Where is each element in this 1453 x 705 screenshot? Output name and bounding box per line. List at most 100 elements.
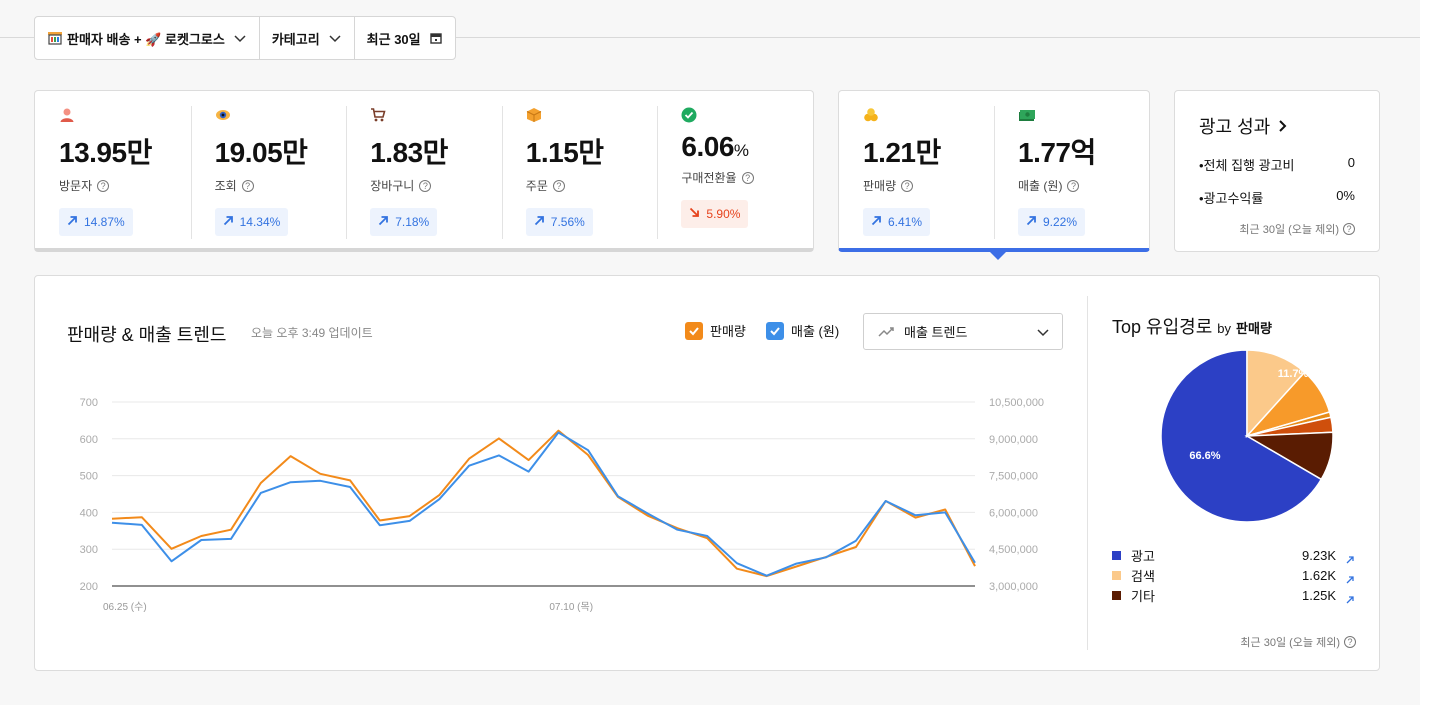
metric-value-text: 6.06: [681, 131, 734, 162]
pie-slice-label: 11.7%: [1278, 368, 1309, 380]
selected-pointer-icon: [990, 252, 1006, 260]
y-left-tick-label: 600: [80, 434, 98, 446]
calendar-icon: [429, 33, 442, 44]
metric-divider: [346, 106, 348, 239]
chevron-right-icon: [1279, 120, 1287, 132]
checkbox-checked-icon: [766, 321, 784, 340]
change-value: 7.18%: [395, 215, 430, 229]
help-icon[interactable]: ?: [241, 179, 254, 192]
eye-icon: [215, 107, 231, 123]
help-icon[interactable]: ?: [741, 171, 754, 184]
y-left-tick-label: 300: [80, 544, 98, 556]
metric-label-text: 장바구니: [370, 179, 415, 193]
metric-value-text: 19.05만: [214, 137, 308, 168]
inflow-legend-row: 검색 1.62K: [1112, 566, 1354, 585]
metric-label-text: 방문자: [59, 179, 93, 193]
legend-swatch: [1112, 571, 1121, 580]
metric-label: 구매전환율?: [681, 169, 813, 186]
metric-label-text: 판매량: [863, 179, 897, 193]
ad-spend-value: 0: [1347, 155, 1355, 170]
y-right-tick-label: 7,500,000: [989, 471, 1038, 483]
change-value: 14.34%: [239, 215, 281, 229]
help-icon[interactable]: ?: [97, 179, 110, 192]
metric-label: 주문?: [526, 177, 658, 194]
ad-performance-link[interactable]: 광고 성과: [1199, 113, 1379, 139]
trend-title: 판매량 & 매출 트렌드: [67, 325, 227, 345]
arrow-up-right-icon[interactable]: [1346, 592, 1354, 603]
pie-slice[interactable]: [1160, 349, 1323, 523]
top-inflow-pie-chart: 11.7% 66.6%: [1160, 349, 1334, 523]
period-filter-button[interactable]: 최근 30일: [355, 17, 455, 59]
shipping-filter-label: 판매자 배송 + 🚀 로켓그로스: [67, 31, 225, 47]
metric-value: 1.77억: [1018, 131, 1149, 171]
metric-label: 판매량?: [863, 177, 994, 194]
help-icon[interactable]: ?: [901, 179, 914, 192]
metric-label: 장바구니?: [370, 177, 502, 194]
pie-slice[interactable]: [1244, 431, 1334, 481]
category-filter-dropdown[interactable]: 카테고리: [260, 17, 355, 59]
top-divider: [0, 37, 1420, 38]
help-icon[interactable]: ?: [1344, 636, 1356, 648]
metric-value: 1.15만: [526, 131, 658, 171]
change-badge: 9.22%: [1018, 208, 1086, 236]
inflow-note-text: 최근 30일 (오늘 제외): [1240, 637, 1340, 649]
person-icon: [59, 107, 75, 123]
help-icon[interactable]: ?: [1067, 179, 1080, 192]
inflow-note: 최근 30일 (오늘 제외) ?: [1240, 634, 1356, 650]
y-left-tick-label: 200: [80, 581, 98, 593]
legend-swatch: [1112, 551, 1121, 560]
inflow-value: 1.62K: [1302, 568, 1336, 583]
arrow-up-right-icon: [67, 215, 78, 229]
arrow-up-right-icon[interactable]: [1346, 572, 1354, 583]
chevron-down-icon: [234, 35, 246, 43]
category-filter-label: 카테고리: [271, 31, 320, 47]
ad-spend-row: •전체 집행 광고비 0: [1199, 155, 1355, 174]
top-inflow-by: by: [1217, 321, 1232, 336]
metric-value: 1.83만: [370, 131, 502, 171]
coins-icon: [863, 107, 879, 123]
metric-divider: [994, 106, 995, 239]
arrow-up-right-icon: [534, 215, 545, 229]
change-value: 9.22%: [1043, 215, 1078, 229]
inflow-legend-row: 광고 9.23K: [1112, 546, 1354, 565]
pie-slice-label: 66.6%: [1189, 450, 1220, 462]
trend-type-select[interactable]: 매출 트렌드: [863, 313, 1063, 350]
period-filter-label: 최근 30일: [366, 31, 421, 47]
help-icon[interactable]: ?: [419, 179, 432, 192]
top-inflow-title: Top 유입경로 by 판매량: [1112, 313, 1272, 339]
y-right-tick-label: 6,000,000: [989, 507, 1038, 519]
metric-label-text: 구매전환율: [681, 171, 737, 185]
cart-icon: [370, 107, 386, 123]
revenue-legend-label: 매출 (원): [791, 324, 840, 339]
metric-divider: [190, 106, 192, 239]
ad-spend-label: •전체 집행 광고비: [1199, 158, 1295, 173]
metric-label-text: 매출 (원): [1018, 179, 1063, 193]
metric-value-text: 13.95만: [59, 137, 152, 168]
y-right-tick-label: 10,500,000: [989, 397, 1044, 409]
change-value: 6.41%: [888, 215, 923, 229]
help-icon[interactable]: ?: [1343, 223, 1355, 235]
top-inflow-title-text: Top 유입경로: [1112, 317, 1213, 337]
trend-updated: 오늘 오후 3:49 업데이트: [251, 326, 373, 340]
revenue-legend-checkbox[interactable]: 매출 (원): [766, 321, 839, 340]
pie-slice[interactable]: [1246, 349, 1306, 438]
sales-metrics-card[interactable]: 1.21만 판매량? 6.41% 1.77억 매출 (원)? 9.22%: [838, 90, 1150, 260]
help-icon[interactable]: ?: [552, 179, 565, 192]
metric-label: 조회?: [215, 177, 347, 194]
x-tick-label: 07.10 (목): [549, 601, 593, 613]
chevron-down-icon: [329, 35, 341, 43]
arrow-up-right-icon: [871, 215, 882, 229]
inflow-legend-row: 기타 1.25K: [1112, 586, 1354, 605]
metric-value: 6.06%: [681, 131, 813, 163]
y-left-tick-label: 400: [80, 507, 98, 519]
sales-legend-checkbox[interactable]: 판매량: [685, 321, 746, 340]
checkbox-checked-icon: [685, 321, 703, 340]
y-right-tick-label: 3,000,000: [989, 581, 1038, 593]
top-inflow-metric: 판매량: [1236, 321, 1272, 336]
arrow-up-right-icon[interactable]: [1346, 552, 1354, 563]
inflow-name: 검색: [1131, 569, 1155, 584]
shipping-filter-dropdown[interactable]: 판매자 배송 + 🚀 로켓그로스: [35, 17, 260, 59]
y-left-tick-label: 500: [80, 471, 98, 483]
metric-person: 13.95만 방문자? 14.87%: [35, 91, 191, 248]
